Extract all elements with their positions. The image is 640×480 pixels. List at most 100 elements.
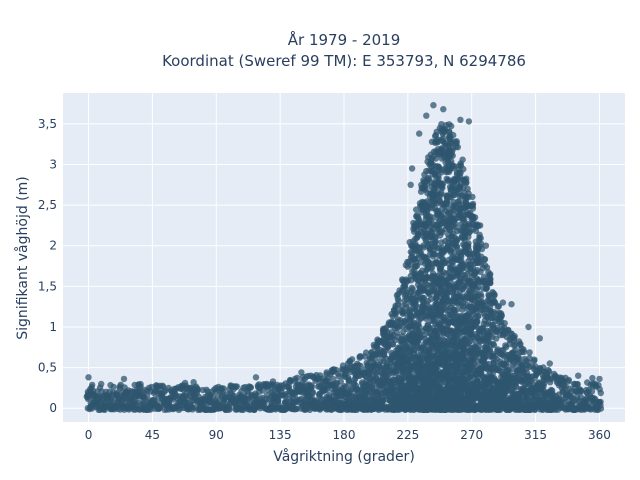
data-point [511, 333, 518, 340]
data-point [269, 378, 277, 385]
x-tick-label: 270 [460, 428, 483, 442]
y-tick-label: 1 [49, 320, 57, 334]
data-point [143, 392, 151, 399]
x-tick-label: 360 [588, 428, 611, 442]
data-point [181, 379, 189, 387]
data-point [357, 362, 364, 370]
data-point [274, 398, 282, 405]
data-point [469, 202, 476, 209]
data-point [407, 181, 414, 188]
data-point [546, 360, 553, 367]
x-tick-label: 315 [524, 428, 547, 442]
data-point [477, 291, 484, 298]
data-point [449, 152, 456, 159]
data-point [337, 378, 344, 385]
data-point [220, 385, 227, 392]
data-point [137, 383, 144, 391]
data-point [448, 122, 455, 130]
data-point [232, 383, 240, 391]
data-point [596, 375, 603, 383]
data-point [520, 348, 528, 356]
data-point [481, 256, 488, 263]
data-point [247, 384, 254, 391]
data-point [89, 381, 96, 389]
data-point [536, 335, 543, 342]
data-point [110, 383, 117, 391]
x-tick-label: 90 [209, 428, 224, 442]
data-point [294, 374, 301, 381]
data-point [415, 321, 422, 328]
data-point [430, 102, 437, 109]
data-point [85, 374, 92, 381]
data-point [401, 310, 408, 317]
y-tick-label: 0,5 [38, 361, 57, 375]
data-point [471, 214, 479, 221]
data-point [482, 242, 490, 249]
x-tick-label: 0 [85, 428, 93, 442]
data-point [465, 118, 473, 125]
data-point [474, 312, 481, 320]
data-point [120, 375, 128, 383]
x-tick-labels: 0 45 90 135 180 225 270 315 360 [85, 428, 611, 442]
data-point [597, 405, 605, 412]
data-point [498, 312, 505, 319]
data-point [362, 349, 370, 356]
data-point [465, 240, 472, 247]
data-point [224, 406, 232, 413]
data-point [450, 131, 457, 139]
y-axis-title: Signifikant våghöjd (m) [14, 176, 31, 339]
x-tick-label: 45 [145, 428, 160, 442]
data-point [409, 286, 416, 293]
chart-title-line2: Koordinat (Sweref 99 TM): E 353793, N 62… [162, 52, 526, 70]
data-point [309, 389, 317, 397]
y-tick-label: 1,5 [38, 279, 57, 293]
chart-title-line1: År 1979 - 2019 [288, 30, 401, 49]
data-point [508, 301, 515, 308]
data-point [499, 299, 507, 306]
data-point [530, 357, 538, 364]
y-tick-label: 3 [49, 157, 57, 171]
data-point [463, 175, 470, 182]
y-tick-label: 0 [49, 401, 57, 415]
data-point [477, 234, 484, 242]
data-point [491, 291, 498, 298]
data-point [525, 323, 532, 331]
data-point [194, 386, 201, 393]
x-tick-label: 135 [269, 428, 292, 442]
data-point [526, 349, 533, 356]
data-point [597, 389, 604, 397]
data-point [252, 374, 260, 381]
y-tick-labels: 0 0,5 1 1,5 2 2,5 3 3,5 [38, 117, 57, 415]
x-tick-label: 180 [333, 428, 356, 442]
data-point [431, 238, 439, 246]
data-point [589, 374, 596, 382]
data-point [423, 112, 430, 119]
data-point [345, 376, 353, 383]
data-point [565, 376, 572, 384]
y-tick-label: 3,5 [38, 117, 57, 131]
data-point [477, 222, 484, 229]
data-point [459, 156, 466, 163]
data-point [416, 130, 423, 137]
data-point [308, 384, 315, 391]
data-point [469, 193, 476, 201]
data-point [298, 369, 305, 376]
y-tick-label: 2 [49, 239, 57, 253]
data-point [440, 106, 447, 113]
y-tick-label: 2,5 [38, 198, 57, 212]
data-point [460, 165, 467, 173]
data-point [501, 320, 508, 327]
data-point [348, 356, 356, 363]
data-point [486, 279, 494, 286]
data-point [457, 116, 464, 124]
data-point [190, 379, 197, 386]
data-point [408, 165, 416, 172]
data-point [597, 398, 604, 406]
data-point [454, 144, 461, 151]
data-point [575, 372, 582, 379]
data-point [156, 404, 163, 411]
x-tick-label: 225 [396, 428, 419, 442]
data-point [98, 380, 105, 388]
data-points [83, 102, 605, 413]
